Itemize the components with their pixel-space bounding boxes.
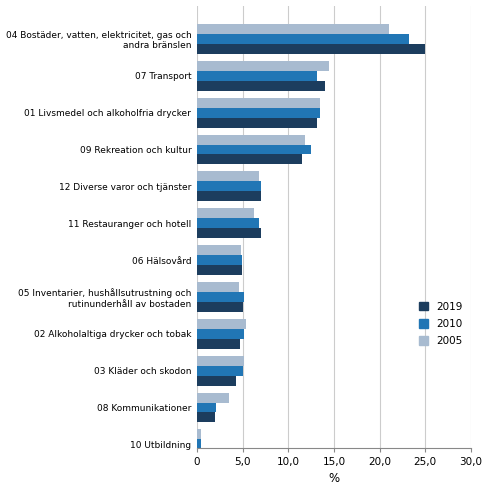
X-axis label: %: % xyxy=(328,472,340,486)
Bar xyxy=(197,282,239,292)
Bar xyxy=(197,302,243,312)
Bar xyxy=(197,118,318,128)
Bar xyxy=(197,171,259,181)
Bar xyxy=(197,412,215,422)
Bar xyxy=(197,403,216,412)
Bar xyxy=(197,181,261,191)
Bar xyxy=(197,329,244,339)
Bar xyxy=(197,355,244,366)
Bar xyxy=(197,430,201,439)
Bar xyxy=(197,255,242,265)
Bar xyxy=(197,108,320,118)
Bar xyxy=(197,144,311,155)
Bar xyxy=(197,208,254,218)
Bar xyxy=(197,228,261,238)
Bar xyxy=(197,218,259,228)
Bar xyxy=(197,44,425,54)
Bar xyxy=(197,439,201,449)
Bar xyxy=(197,393,229,403)
Bar xyxy=(197,135,305,144)
Bar xyxy=(197,98,320,108)
Bar xyxy=(197,71,318,81)
Bar xyxy=(197,366,244,376)
Bar xyxy=(197,319,246,329)
Bar xyxy=(197,34,409,44)
Bar xyxy=(197,339,240,349)
Bar xyxy=(197,449,201,459)
Bar xyxy=(197,245,241,255)
Bar xyxy=(197,265,242,275)
Bar xyxy=(197,81,325,91)
Bar xyxy=(197,155,302,164)
Bar xyxy=(197,24,389,34)
Bar xyxy=(197,61,329,71)
Bar xyxy=(197,191,261,201)
Legend: 2019, 2010, 2005: 2019, 2010, 2005 xyxy=(415,299,466,350)
Bar xyxy=(197,376,236,385)
Bar xyxy=(197,292,244,302)
